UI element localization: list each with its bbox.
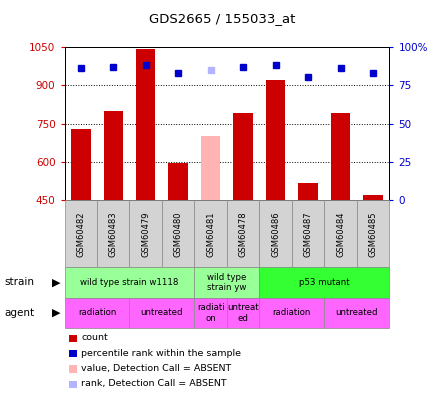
Text: GSM60484: GSM60484 [336, 211, 345, 257]
Text: GSM60481: GSM60481 [206, 211, 215, 257]
Text: untreated: untreated [141, 308, 183, 318]
Bar [136, 49, 155, 200]
Text: GDS2665 / 155033_at: GDS2665 / 155033_at [150, 12, 295, 25]
Text: strain: strain [4, 277, 34, 288]
Bar [71, 129, 90, 200]
Text: GSM60483: GSM60483 [109, 211, 118, 257]
Text: GSM60485: GSM60485 [368, 211, 378, 257]
Text: untreated: untreated [336, 308, 378, 318]
Text: rank, Detection Call = ABSENT: rank, Detection Call = ABSENT [81, 379, 227, 388]
Text: GSM60482: GSM60482 [76, 211, 85, 257]
Bar [266, 80, 285, 200]
Text: ▶: ▶ [52, 308, 60, 318]
Bar [169, 163, 188, 200]
Text: wild type strain w1118: wild type strain w1118 [80, 278, 179, 287]
Bar [364, 195, 383, 200]
Bar [234, 113, 253, 200]
Bar [299, 183, 318, 200]
Text: GSM60480: GSM60480 [174, 211, 183, 257]
Text: radiati
on: radiati on [197, 303, 225, 322]
Bar [331, 113, 350, 200]
Text: untreat
ed: untreat ed [227, 303, 259, 322]
Text: p53 mutant: p53 mutant [299, 278, 350, 287]
Text: GSM60478: GSM60478 [239, 211, 248, 257]
Text: GSM60487: GSM60487 [303, 211, 313, 257]
Text: value, Detection Call = ABSENT: value, Detection Call = ABSENT [81, 364, 232, 373]
Bar [104, 111, 123, 200]
Text: percentile rank within the sample: percentile rank within the sample [81, 349, 242, 358]
Text: agent: agent [4, 308, 35, 318]
Text: ▶: ▶ [52, 277, 60, 288]
Bar [201, 136, 220, 200]
Text: wild type
strain yw: wild type strain yw [207, 273, 247, 292]
Text: GSM60479: GSM60479 [141, 211, 150, 257]
Text: radiation: radiation [78, 308, 116, 318]
Text: count: count [81, 333, 108, 342]
Text: GSM60486: GSM60486 [271, 211, 280, 257]
Text: radiation: radiation [273, 308, 311, 318]
